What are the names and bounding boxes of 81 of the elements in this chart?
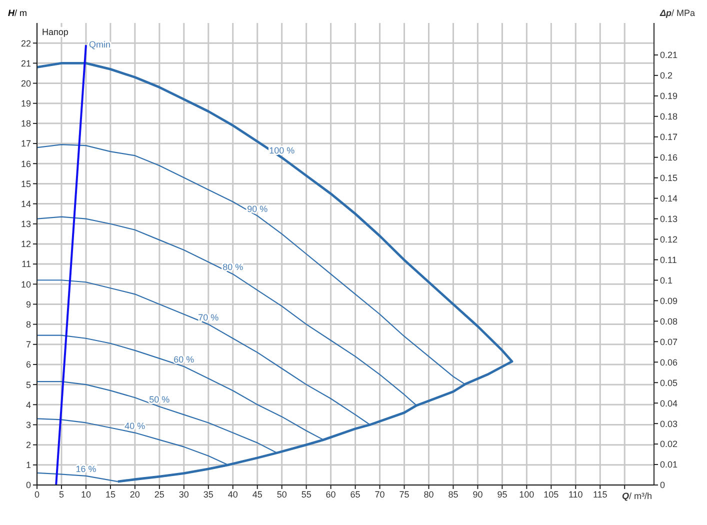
- x-tick-label: 75: [399, 489, 410, 500]
- y2-tick-label: 0.15: [660, 173, 678, 184]
- y-tick-label: 21: [20, 58, 31, 68]
- y2-tick-label: 0.07: [660, 336, 678, 347]
- x-tick-label: 5: [58, 489, 64, 500]
- y-tick-label: 7: [26, 340, 31, 350]
- series-label: 50 %: [149, 394, 170, 405]
- y2-tick-label: 0.1: [660, 275, 673, 286]
- y2-tick-label: 0.04: [660, 398, 678, 408]
- x-tick-label: 25: [154, 489, 164, 500]
- x-tick-label: 95: [497, 489, 508, 500]
- y2-tick-label: 0: [660, 480, 666, 490]
- y2-tick-label: 0.21: [660, 50, 678, 60]
- y-tick-label: 5: [26, 380, 31, 390]
- y2-tick-label: 0.17: [660, 132, 678, 142]
- x-tick-label: 65: [350, 489, 360, 500]
- series-label: 60 %: [174, 354, 194, 364]
- y-tick-label: 8: [26, 320, 31, 330]
- y-tick-label: 1: [26, 460, 31, 470]
- x-axis-title: Q/ m³/h: [622, 491, 652, 501]
- y2-tick-label: 0.18: [660, 112, 678, 122]
- x-tick-label: 55: [301, 489, 312, 500]
- series-label: 16 %: [76, 464, 96, 474]
- x-tick-label: 100: [519, 489, 534, 500]
- y-tick-label: 13: [20, 219, 31, 230]
- y-tick-label: 2: [26, 440, 31, 450]
- y2-tick-label: 0.01: [660, 460, 678, 470]
- y-tick-label: 22: [20, 38, 31, 48]
- y2-tick-label: 0.16: [660, 152, 678, 163]
- series-label: 90 %: [247, 204, 268, 214]
- x-tick-label: 50: [276, 489, 287, 500]
- x-tick-label: 80: [424, 489, 434, 500]
- y2-tick-label: 0.03: [660, 418, 678, 429]
- y-tick-label: 14: [20, 198, 31, 209]
- y-tick-label: 4: [26, 400, 31, 410]
- series-label: 80 %: [222, 262, 244, 272]
- x-tick-label: 110: [568, 489, 583, 500]
- y-axis-title: H/ m: [8, 8, 27, 18]
- y2-axis-title: Δp/ MPa: [660, 8, 696, 18]
- x-tick-label: 60: [326, 489, 336, 500]
- y2-tick-label: 0.06: [660, 357, 678, 368]
- y-tick-label: 17: [20, 138, 31, 149]
- y-tick-label: 16: [20, 158, 31, 169]
- series-label: 70 %: [198, 312, 219, 322]
- x-tick-label: 45: [252, 489, 262, 500]
- y-tick-label: 3: [26, 420, 31, 430]
- y-tick-label: 9: [26, 299, 31, 310]
- y-tick-label: 10: [20, 279, 31, 290]
- x-tick-label: 70: [374, 489, 385, 500]
- x-tick-label: 85: [448, 489, 458, 500]
- x-tick-label: 40: [228, 489, 238, 500]
- y2-tick-label: 0.12: [660, 234, 678, 244]
- y-tick-label: 12: [20, 239, 31, 250]
- y2-tick-label: 0.2: [660, 70, 673, 81]
- y-tick-label: 20: [20, 78, 31, 88]
- annotation: Напор: [42, 27, 68, 37]
- x-tick-label: 20: [130, 489, 140, 500]
- y2-tick-label: 0.08: [660, 316, 678, 326]
- x-tick-label: 15: [105, 489, 116, 500]
- y-tick-label: 0: [26, 480, 31, 490]
- x-tick-label: 35: [203, 489, 214, 500]
- x-tick-label: 0: [34, 489, 40, 500]
- y-tick-label: 18: [20, 118, 31, 129]
- y2-tick-label: 0.19: [660, 91, 678, 102]
- y2-tick-label: 0.09: [660, 296, 678, 306]
- x-tick-label: 30: [178, 489, 189, 500]
- y2-tick-label: 0.05: [660, 378, 678, 388]
- y2-tick-label: 0.02: [660, 439, 678, 450]
- y-tick-label: 19: [20, 98, 31, 109]
- series-label: Qmin: [88, 40, 110, 50]
- y-tick-label: 15: [20, 178, 31, 189]
- y2-tick-label: 0.11: [660, 254, 677, 265]
- x-tick-label: 10: [80, 489, 91, 500]
- y-tick-label: 11: [22, 259, 31, 270]
- x-tick-label: 90: [472, 489, 483, 500]
- x-tick-label: 115: [592, 489, 608, 500]
- x-tick-label: 105: [544, 489, 559, 500]
- y2-tick-label: 0.13: [660, 214, 678, 224]
- y-tick-label: 6: [26, 360, 31, 370]
- series-label: 40 %: [124, 420, 146, 431]
- y2-tick-label: 0.14: [660, 193, 678, 204]
